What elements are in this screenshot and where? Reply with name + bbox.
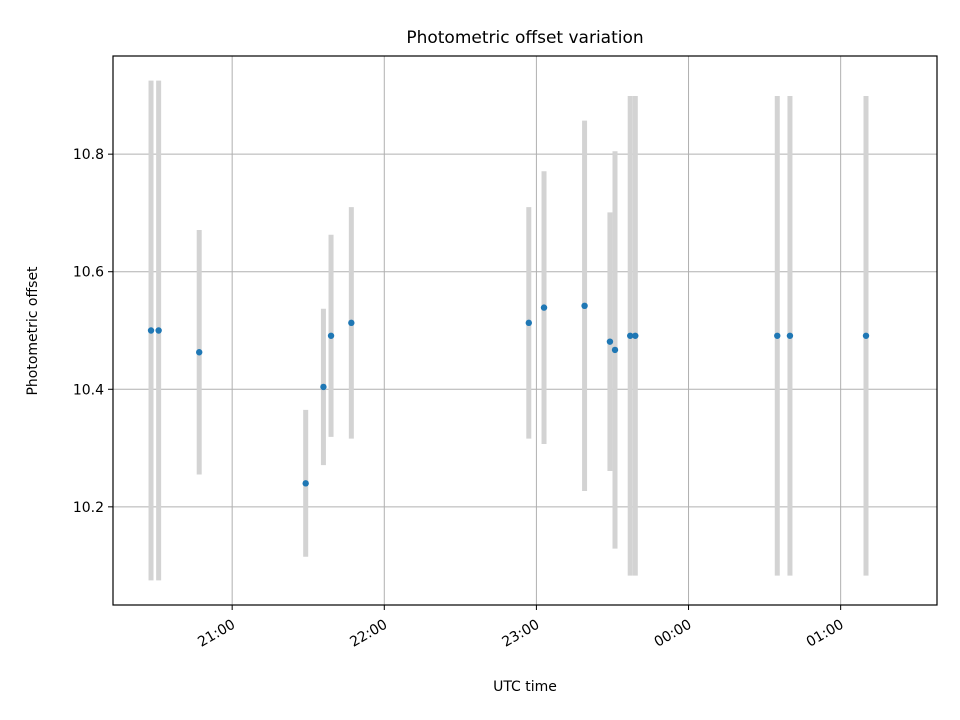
data-point	[327, 332, 335, 339]
y-tick-label: 10.2	[73, 500, 104, 516]
data-point	[862, 332, 870, 339]
plot-frame	[112, 55, 938, 606]
data-point	[774, 332, 781, 339]
data-point	[540, 304, 548, 311]
data-point	[155, 327, 162, 334]
y-axis-label: Photometric offset	[25, 266, 41, 396]
y-tick-label: 10.4	[73, 382, 104, 398]
chart-title: Photometric offset variation	[406, 28, 643, 48]
data-point	[525, 319, 533, 327]
data-point	[786, 332, 794, 339]
data-point	[632, 332, 639, 339]
data-point	[147, 327, 155, 334]
data-point	[348, 319, 355, 327]
data-point	[611, 346, 619, 354]
data-point	[196, 349, 203, 356]
y-tick-label: 10.6	[73, 265, 104, 281]
y-tick-label: 10.8	[73, 147, 104, 163]
data-point	[320, 383, 327, 391]
data-point	[581, 302, 588, 310]
y-ticks: 10.2 10.4 10.6 10.8	[73, 147, 113, 516]
data-point	[606, 338, 614, 345]
data-point	[627, 332, 634, 339]
grid	[113, 56, 937, 605]
data-point	[302, 480, 309, 487]
x-axis-label: UTC time	[493, 679, 557, 695]
data-points	[147, 302, 870, 487]
